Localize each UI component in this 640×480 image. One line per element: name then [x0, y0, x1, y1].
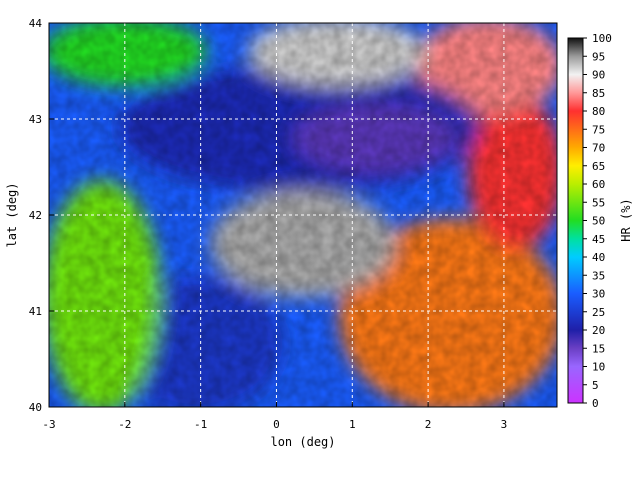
colorbar: 0 5 10 15 20 25 30 35 40 45 50 55 60 65 70 75 80 85 90 95 10…: [567, 32, 633, 410]
x-tick-label: 3: [501, 418, 508, 431]
x-tick-label: -1: [194, 418, 207, 431]
colorbar-ticks: 0 5 10 15 20 25 30 35 40 45 50 55 60 65 70 75 80 85 90 95 10…: [583, 32, 612, 410]
y-axis-label: lat (deg): [5, 182, 19, 247]
colorbar-tick-label: 70: [592, 142, 605, 155]
colorbar-tick-label: 0: [592, 397, 599, 410]
colorbar-tick-label: 45: [592, 233, 605, 246]
x-axis-label: lon (deg): [270, 435, 335, 449]
colorbar-tick-label: 20: [592, 324, 605, 337]
colorbar-tick-label: 50: [592, 215, 605, 228]
colorbar-tick-label: 60: [592, 178, 605, 191]
colorbar-tick-label: 15: [592, 342, 605, 355]
colorbar-tick-label: 10: [592, 361, 605, 374]
colorbar-tick-label: 30: [592, 288, 605, 301]
colorbar-tick-label: 90: [592, 69, 605, 82]
x-tick-label: 0: [273, 418, 280, 431]
colorbar-tick-label: 65: [592, 160, 605, 173]
colorbar-tick-label: 35: [592, 269, 605, 282]
y-tick-label: 41: [29, 305, 42, 318]
plot-area: -3 -2 -1 0 1 2 3 40 41 42 43 44 lon (deg) lat (deg…: [5, 17, 558, 449]
y-tick-label: 40: [29, 401, 42, 414]
x-tick-label: 2: [425, 418, 432, 431]
colorbar-tick-label: 95: [592, 50, 605, 63]
x-tick-label: -2: [118, 418, 131, 431]
y-tick-label: 42: [29, 209, 42, 222]
y-tick-label: 44: [29, 17, 43, 30]
x-tick-label: 1: [349, 418, 356, 431]
y-tick-label: 43: [29, 113, 42, 126]
colorbar-tick-label: 5: [592, 379, 599, 392]
x-tick-label: -3: [42, 418, 55, 431]
x-axis-ticks: -3 -2 -1 0 1 2 3: [42, 402, 507, 431]
colorbar-tick-label: 40: [592, 251, 605, 264]
colorbar-gradient: [567, 37, 584, 404]
colorbar-label: HR (%): [619, 198, 633, 241]
colorbar-tick-label: 100: [592, 32, 612, 45]
colorbar-tick-label: 75: [592, 123, 605, 136]
colorbar-tick-label: 85: [592, 87, 605, 100]
y-axis-ticks: 40 41 42 43 44: [29, 17, 54, 414]
colorbar-tick-label: 80: [592, 105, 605, 118]
colorbar-tick-label: 25: [592, 306, 605, 319]
colorbar-tick-label: 55: [592, 196, 605, 209]
